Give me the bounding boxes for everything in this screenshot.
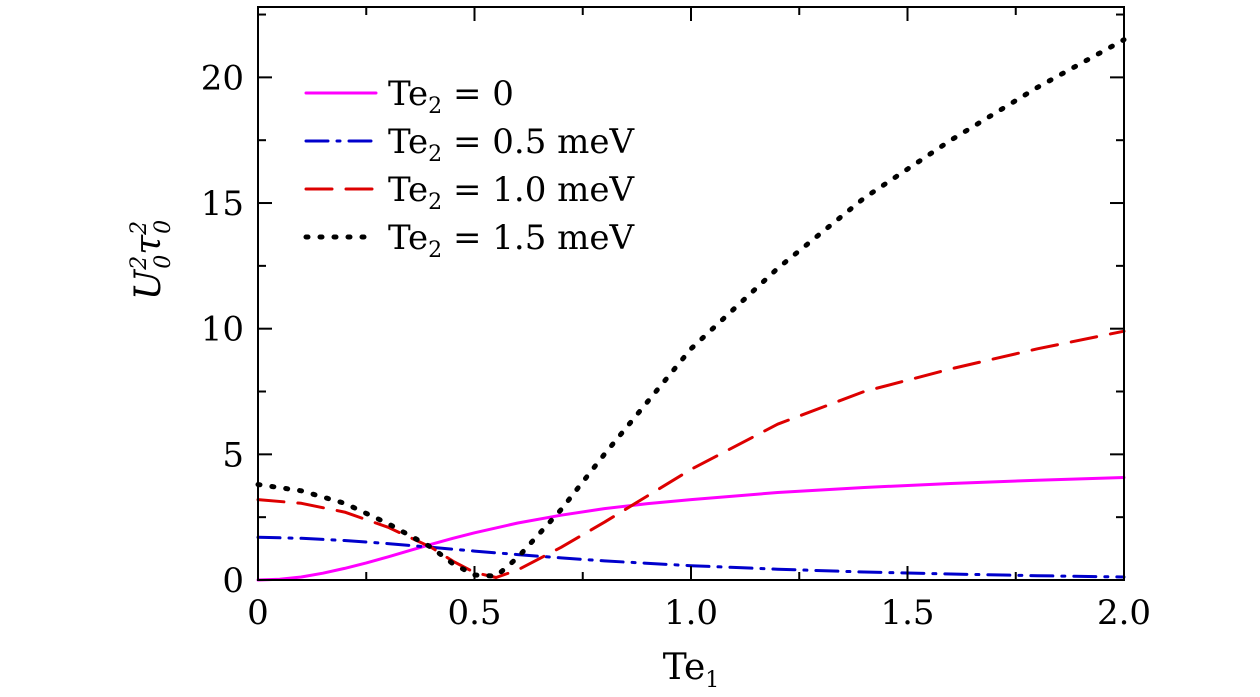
series-line-3: [256, 329, 1126, 579]
x-axis-label: Te1: [663, 647, 720, 693]
x-tick-label: 2.0: [1097, 593, 1151, 633]
legend-label-2: Te2 = 0.5 meV: [388, 122, 636, 167]
series-layer: [255, 37, 1127, 582]
series-line-4: [255, 37, 1127, 579]
x-tick-label: 1.0: [664, 593, 718, 633]
ticks-layer: 0 0.5 1.0 1.5 2.0 0 5 10 15 20: [201, 7, 1151, 633]
legend-label-4: Te2 = 1.5 meV: [388, 218, 636, 263]
x-tick-label: 1.5: [880, 593, 934, 633]
y-tick-label: 10: [201, 310, 244, 350]
y-tick-label: 0: [222, 561, 244, 601]
y-tick-label: 5: [222, 435, 244, 475]
legend-label-1: Te2 = 0: [388, 74, 514, 119]
legend-label-3: Te2 = 1.0 meV: [388, 170, 636, 215]
y-tick-label: 20: [201, 58, 244, 98]
x-tick-label: 0.5: [447, 593, 501, 633]
y-tick-label: 15: [201, 184, 244, 224]
x-tick-label: 0: [247, 593, 269, 633]
series-line-2: [256, 535, 1126, 579]
series-line-1: [256, 476, 1126, 582]
y-axis-label: U20τ20: [127, 220, 176, 300]
